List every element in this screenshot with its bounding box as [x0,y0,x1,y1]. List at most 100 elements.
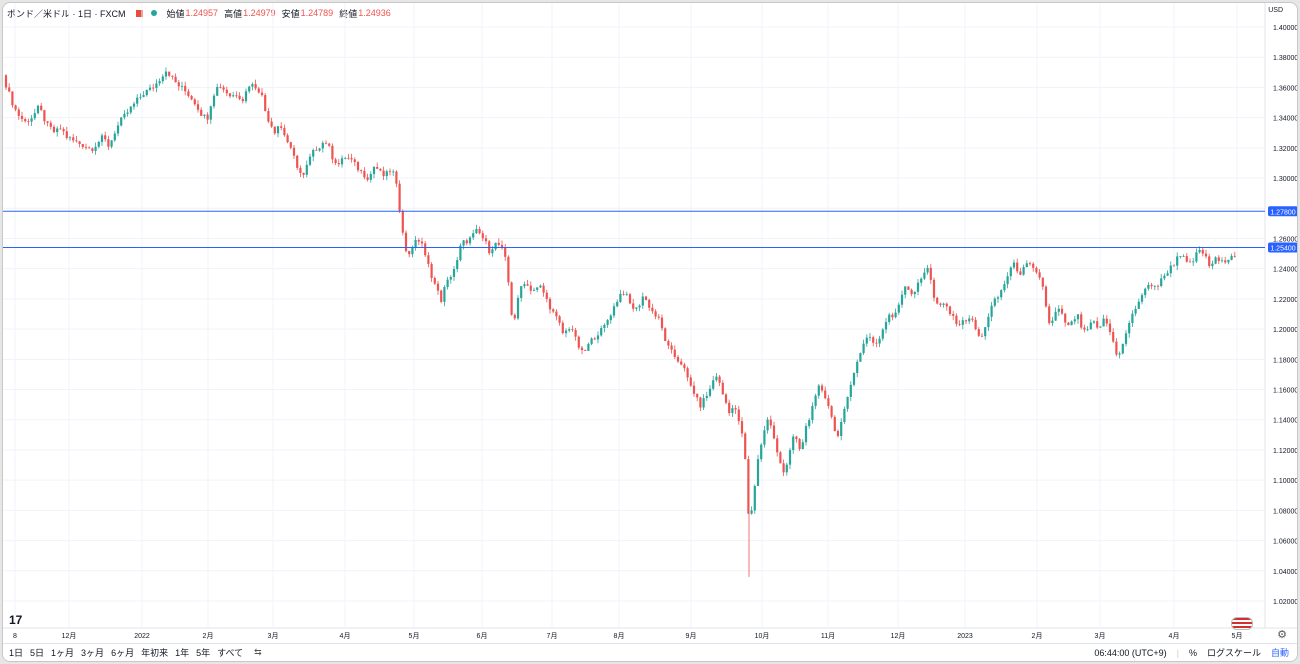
candle-body [206,114,209,120]
candle-body [884,321,888,330]
y-tick-label: 1.22000 [1273,297,1297,304]
candle-body [283,127,286,136]
x-tick-label: 5月 [409,632,420,640]
candle-body [1108,323,1112,332]
candle-body [507,256,510,283]
candle-body [68,137,72,139]
candle-body [72,137,75,141]
candle-body [657,316,660,318]
candle-body [824,390,827,399]
candle-body [776,438,779,453]
candle-body [571,329,574,331]
candle-body [712,380,715,389]
candle-body [1009,267,1012,277]
close-label: 終値 [339,8,358,19]
candle-body [737,409,740,422]
x-tick-label: 4月 [340,632,351,640]
candle-body [520,286,523,298]
candle-body [1041,277,1044,287]
range-3m[interactable]: 3ヶ月 [81,648,105,658]
currency-selector[interactable]: USD [1268,7,1283,14]
candle-body [84,146,88,148]
candle-body [158,81,161,84]
candle-body [945,303,948,307]
range-5y[interactable]: 5年 [196,648,211,658]
candle-body [580,347,584,351]
y-tick-label: 1.24000 [1273,267,1297,274]
candle-body [1025,263,1028,268]
candle-body [254,84,257,89]
candle-body [100,135,104,142]
candle-body [715,376,718,381]
candle-body [324,142,328,144]
candle-body [1144,288,1147,296]
candle-body [232,95,235,97]
candle-body [1198,249,1201,253]
candle-body [779,452,782,464]
candle-body [443,286,446,302]
range-1m[interactable]: 1ヶ月 [51,648,75,658]
candlestick-chart[interactable]: 1.40000 1.38000 1.36000 1.34000 1.32000 1.300… [3,3,1297,643]
candle-body [1076,314,1080,320]
candle-body [417,239,420,242]
y-tick-label: 1.38000 [1273,55,1297,62]
candle-body [312,149,315,157]
date-range-icon[interactable]: ⇆ [254,647,262,657]
candle-body [436,283,440,291]
candle-body [475,229,478,234]
x-tick-label: 8 [13,633,17,640]
candle-body [1038,272,1041,278]
candle-body [619,293,622,302]
auto-scale-toggle[interactable]: 自動 [1270,648,1289,658]
candle-body [891,314,894,318]
range-all[interactable]: すべて [217,648,244,658]
candle-body [334,159,337,164]
candle-body [894,312,897,318]
candle-body [1201,249,1204,254]
log-scale-toggle[interactable]: ログスケール [1206,648,1261,658]
candle-body [120,117,123,126]
candle-body [836,430,840,437]
symbol-title[interactable]: ポンド／米ドル · 1日 · FXCM [7,8,126,19]
us-flag-icon[interactable] [1231,617,1253,630]
candle-body [248,86,251,92]
candle-body [116,125,120,134]
candle-body [62,129,65,132]
range-1y[interactable]: 1年 [175,648,190,658]
clock-time[interactable]: 06:44:00 (UTC+9) [1094,647,1167,658]
candle-body [964,320,968,322]
candle-body [1060,308,1064,314]
candle-body [1048,306,1051,324]
candle-body [926,267,929,273]
tradingview-logo-icon[interactable]: 17 [9,613,23,627]
candle-body [625,294,628,296]
range-6m[interactable]: 6ヶ月 [111,648,135,658]
candle-body [104,135,107,140]
candle-body [1083,327,1086,330]
y-tick-label: 1.08000 [1273,508,1297,515]
chart-legend: ポンド／米ドル · 1日 · FXCM 始値 1.24957 高値 1.2497… [7,6,397,20]
candle-body [468,237,472,244]
x-tick-label: 3月 [1095,632,1106,640]
candle-body [52,126,56,133]
range-1d[interactable]: 1日 [9,648,24,658]
candle-body [244,91,248,102]
candle-body [209,106,212,120]
candle-body [904,286,907,295]
percent-toggle[interactable]: % [1188,647,1197,658]
candle-body [724,394,728,403]
candle-body [708,388,712,396]
range-ytd[interactable]: 年初来 [141,648,169,658]
range-5d[interactable]: 5日 [30,648,45,658]
candle-body [772,425,776,439]
candle-body [456,260,459,270]
candle-body [670,345,673,350]
candle-body [257,88,260,93]
y-tick-label: 1.34000 [1273,116,1297,123]
candle-body [276,126,280,134]
candle-body [1208,256,1211,267]
candle-body [564,330,568,334]
candle-body [785,464,788,473]
settings-gear-icon[interactable]: ⚙ [1277,629,1287,641]
candle-body [1166,273,1169,276]
